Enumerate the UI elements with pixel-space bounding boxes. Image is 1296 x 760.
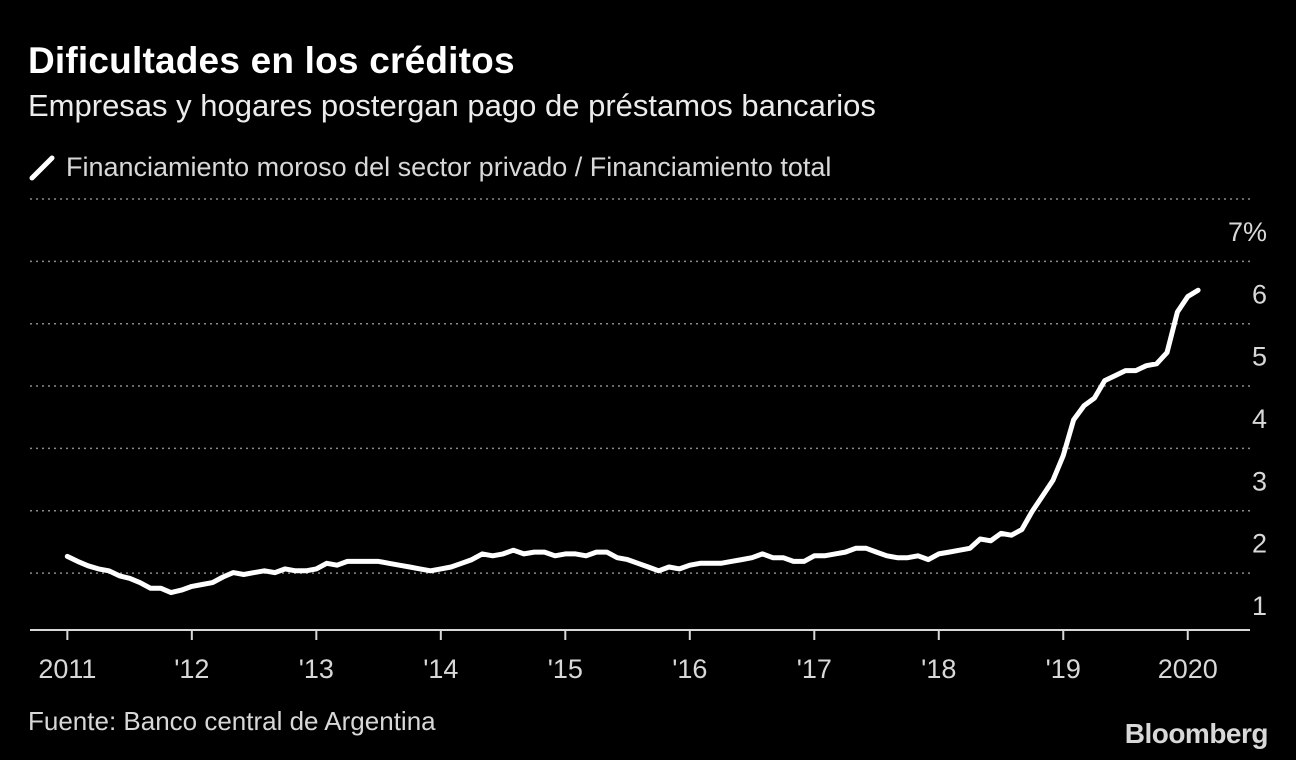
x-tick-label-2011: 2011 [38, 654, 96, 684]
x-axis: 2011 '12 '13 '14 '15 '16 '17 '18 '19 2020 [30, 629, 1250, 684]
x-tick-label-2013: '13 [299, 654, 334, 684]
y-tick-label-7: 7% [1228, 217, 1267, 247]
legend-line-icon [29, 155, 55, 181]
y-tick-label-3: 3 [1252, 466, 1267, 496]
x-tick-label-2020: 2020 [1158, 654, 1218, 684]
y-axis-labels: 1 2 3 4 5 6 7% [1228, 217, 1267, 621]
y-tick-label-1: 1 [1252, 591, 1267, 621]
series-layer [64, 287, 1201, 596]
y-tick-label-5: 5 [1252, 342, 1267, 372]
x-tick-label-2016: '16 [672, 654, 707, 684]
bloomberg-logo: Bloomberg [1124, 718, 1269, 749]
x-tick-label-2018: '18 [921, 654, 956, 684]
chart-subtitle: Empresas y hogares postergan pago de pré… [28, 88, 876, 123]
legend: Financiamiento moroso del sector privado… [28, 150, 831, 184]
series-line-0 [64, 287, 1201, 596]
gridlines [30, 198, 1250, 574]
x-tick-label-2012: '12 [174, 654, 209, 684]
y-tick-label-4: 4 [1252, 404, 1267, 434]
y-tick-label-6: 6 [1252, 279, 1267, 309]
x-tick-label-2017: '17 [797, 654, 832, 684]
legend-label: Financiamiento moroso del sector privado… [66, 151, 832, 182]
x-tick-label-2015: '15 [548, 654, 583, 684]
y-tick-label-2: 2 [1252, 529, 1267, 559]
source-note: Fuente: Banco central de Argentina [28, 706, 436, 736]
x-tick-label-2019: '19 [1046, 654, 1081, 684]
chart-title: Dificultades en los créditos [28, 40, 515, 81]
x-tick-label-2014: '14 [423, 654, 458, 684]
